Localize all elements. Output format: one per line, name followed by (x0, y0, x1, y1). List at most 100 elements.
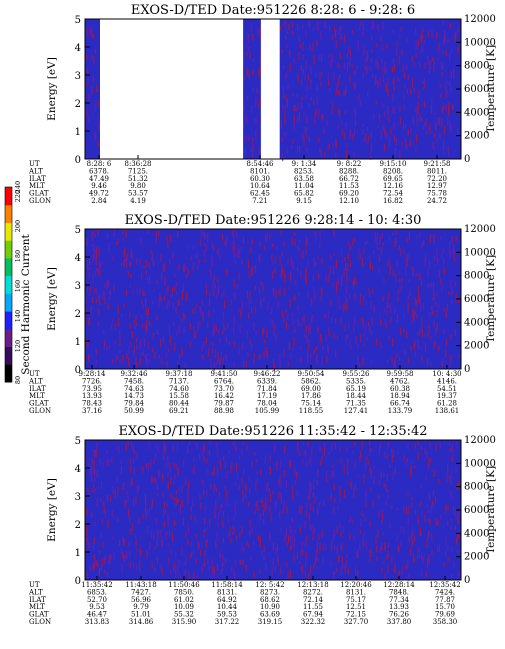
ephemeris-value: 314.86 (129, 618, 154, 626)
heatmap-cell (97, 486, 99, 490)
heatmap-cell (292, 22, 294, 28)
heatmap-cell (392, 93, 394, 103)
heatmap-cell (283, 131, 285, 137)
heatmap-cell (315, 109, 317, 116)
heatmap-cell (421, 510, 423, 517)
heatmap-cell (396, 534, 398, 539)
heatmap-cell (378, 479, 380, 486)
heatmap-cell (208, 348, 210, 358)
heatmap-cell (86, 238, 88, 246)
heatmap-cell (345, 334, 347, 342)
heatmap-cell (267, 350, 269, 359)
heatmap-cell (209, 518, 211, 526)
heatmap-cell (399, 570, 401, 575)
heatmap-cell (374, 82, 376, 86)
heatmap-cell (333, 484, 335, 490)
heatmap-cell (422, 555, 424, 565)
heatmap-cell (216, 360, 218, 365)
heatmap-cell (163, 455, 165, 461)
heatmap-cell (359, 100, 362, 106)
heatmap-cell (448, 475, 451, 482)
heatmap-cell (452, 105, 454, 110)
heatmap-cell (122, 551, 124, 560)
heatmap-cell (444, 125, 446, 131)
heatmap-cell (135, 534, 137, 540)
heatmap-cell (307, 260, 309, 266)
heatmap-cell (420, 501, 422, 505)
y-right-tick-label: 10000 (464, 37, 496, 48)
heatmap-cell (330, 253, 332, 261)
heatmap-cell (431, 29, 433, 38)
heatmap-cell (310, 481, 312, 491)
y-right-axis-label: Temperature [K] (485, 45, 497, 133)
heatmap-cell (282, 507, 284, 515)
heatmap-cell (102, 541, 104, 548)
heatmap-cell (224, 240, 226, 246)
heatmap-cell (441, 285, 443, 292)
heatmap-cell (92, 562, 94, 567)
heatmap-cell (117, 238, 119, 245)
ephemeris-value: 7458. (124, 377, 144, 385)
heatmap-cell (103, 504, 105, 513)
heatmap-cell (305, 538, 307, 546)
heatmap-cell (232, 241, 234, 250)
heatmap-cell (285, 36, 287, 41)
ephemeris-value: 9:37:18 (166, 370, 193, 378)
heatmap-cell (139, 339, 142, 349)
heatmap-cell (363, 295, 365, 301)
heatmap-cell (424, 122, 426, 128)
heatmap-cell (455, 298, 457, 303)
heatmap-cell (308, 513, 311, 521)
heatmap-cell (307, 349, 309, 354)
heatmap-cell (305, 31, 307, 37)
heatmap-cell (360, 293, 362, 301)
heatmap-cell (372, 500, 374, 508)
heatmap-cell (130, 458, 132, 465)
heatmap-cell (417, 101, 419, 110)
heatmap-cell (429, 442, 431, 449)
heatmap-cell (164, 276, 166, 286)
heatmap-cell (323, 448, 326, 456)
heatmap-cell (247, 543, 249, 549)
heatmap-cell (223, 290, 225, 297)
heatmap-cell (94, 521, 96, 526)
heatmap-cell (279, 353, 281, 361)
heatmap-cell (348, 45, 350, 54)
heatmap-cell (262, 328, 264, 337)
colorbar-segment (5, 240, 12, 259)
heatmap-cell (410, 127, 412, 135)
heatmap-cell (443, 258, 445, 267)
heatmap-cell (331, 471, 333, 480)
heatmap-cell (241, 449, 243, 456)
heatmap-cell (319, 230, 321, 239)
heatmap-cell (426, 55, 429, 59)
heatmap-cell (438, 42, 440, 52)
heatmap-cell (458, 480, 460, 490)
heatmap-cell (332, 534, 334, 542)
heatmap-cell (176, 330, 178, 336)
heatmap-cell (102, 462, 104, 468)
ephemeris-value: 49.72 (89, 190, 109, 198)
heatmap-cell (420, 569, 423, 577)
heatmap-cell (425, 254, 427, 262)
heatmap-cell (325, 25, 327, 29)
heatmap-cell (360, 518, 362, 527)
heatmap-cell (98, 295, 100, 303)
ephemeris-value: 7427. (131, 588, 151, 596)
ephemeris-value: 8272. (303, 588, 323, 596)
heatmap-cell (195, 254, 197, 259)
heatmap-cell (168, 348, 170, 352)
heatmap-cell (343, 63, 346, 69)
heatmap-cell (197, 265, 199, 270)
ephemeris-value: 56.96 (131, 596, 152, 604)
heatmap-cell (303, 314, 305, 320)
heatmap-cell (387, 442, 389, 448)
heatmap-cell (395, 237, 397, 244)
heatmap-cell (433, 294, 435, 301)
heatmap-cell (281, 137, 283, 142)
heatmap-cell (334, 26, 336, 32)
heatmap-cell (435, 300, 437, 305)
heatmap-cell (413, 314, 415, 322)
heatmap-cell (431, 499, 433, 505)
heatmap-cell (192, 548, 194, 554)
